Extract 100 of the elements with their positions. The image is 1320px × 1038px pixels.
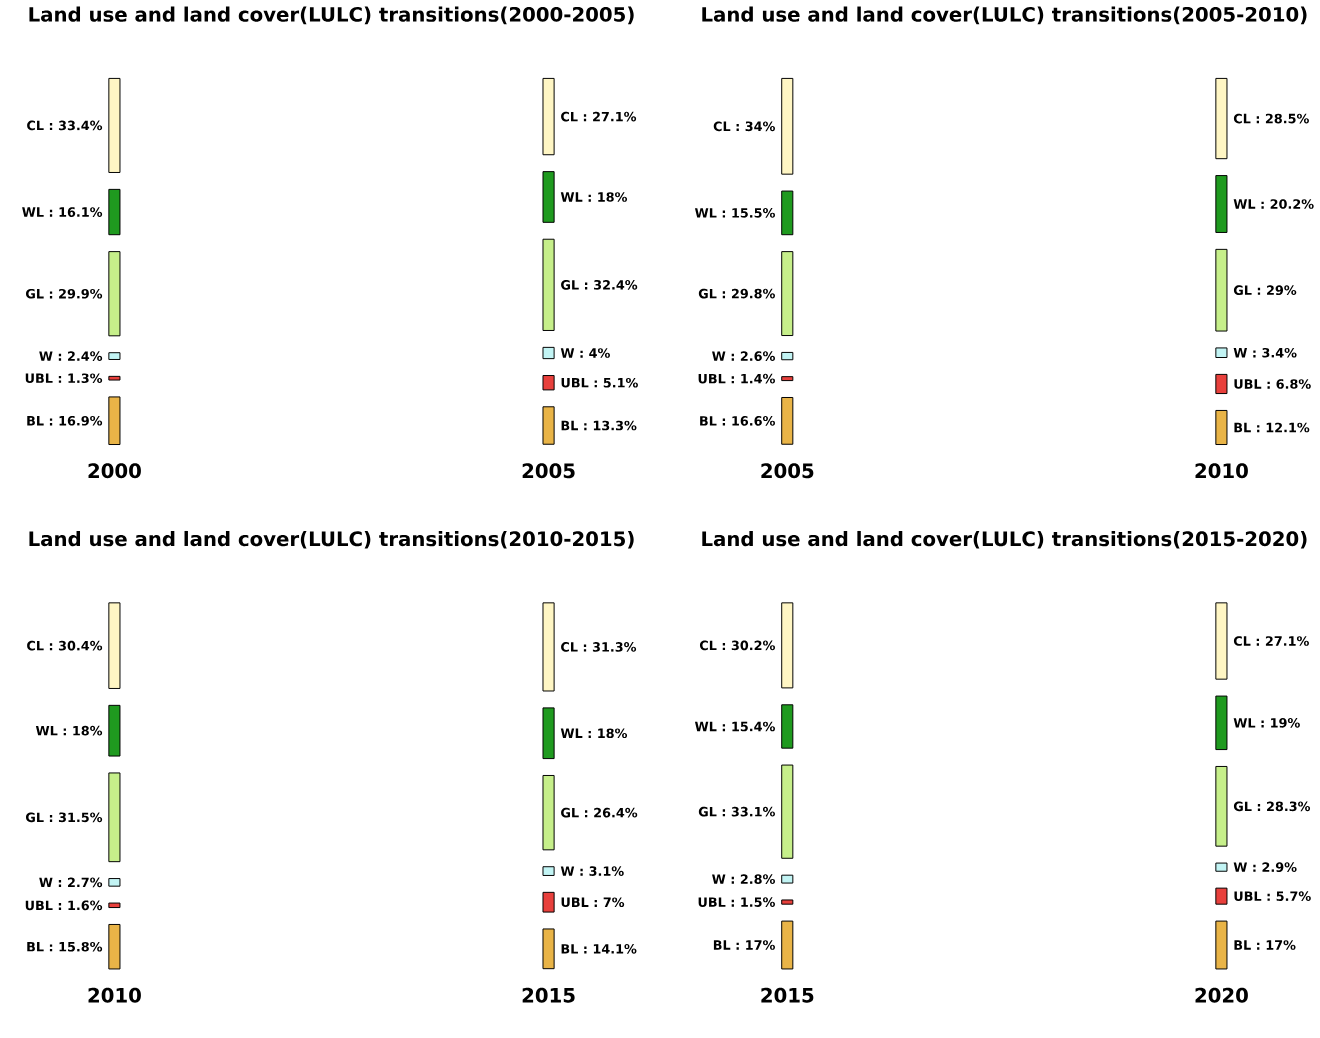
category-label: CL	[561, 111, 578, 122]
data-label: : 3.4%	[1253, 347, 1297, 358]
legend-label: 2010	[1195, 463, 1248, 479]
category-label: WL	[1233, 199, 1256, 209]
category-label: CL	[561, 641, 578, 652]
legend-label: 2005	[761, 463, 814, 479]
text: Land use and land cover(LULC) transitions(2005-2010)	[702, 6, 1307, 25]
data-label: : 28.5%	[1256, 113, 1309, 124]
data-label: : 26.4%	[585, 807, 638, 818]
category-label: GL	[698, 806, 717, 817]
text: Land use and land cover(LULC) transitions(2010-2015)	[29, 530, 634, 549]
data-label: : 30.2%	[722, 640, 775, 651]
category-label: BL	[700, 416, 717, 426]
data-label: : 5.7%	[1267, 891, 1311, 901]
category-label: W	[1233, 347, 1248, 358]
category-label: UBL	[561, 377, 589, 388]
category-label: CL	[1233, 113, 1251, 124]
category-label: GL	[698, 288, 717, 299]
data-label: : 32.4%	[585, 279, 638, 290]
text: 2000	[88, 463, 141, 479]
data-label: : 29.9%	[49, 288, 103, 299]
data-label: : 30.4%	[49, 640, 103, 651]
category-label: UBL	[561, 897, 589, 907]
data-label: : 15.5%	[722, 207, 775, 218]
data-label: : 1.6%	[58, 900, 103, 911]
data-label: : 1.3%	[58, 373, 103, 383]
data-label: : 20.2%	[1261, 199, 1314, 209]
category-label: CL	[699, 640, 717, 651]
legend-label: 2005	[522, 463, 575, 479]
data-label: : 2.6%	[731, 351, 775, 361]
category-label: WL	[694, 208, 717, 218]
category-label: BL	[561, 420, 578, 431]
category-label: WL	[694, 721, 717, 732]
category-label: W	[1233, 862, 1248, 872]
data-label: : 15.8%	[49, 941, 103, 952]
category-label: UBL	[1234, 379, 1262, 389]
data-label: : 19%	[1261, 717, 1300, 728]
category-label: W	[39, 351, 53, 361]
data-label: : 16.1%	[49, 207, 103, 217]
category-label: WL	[35, 725, 58, 736]
data-label: : 27.1%	[583, 111, 637, 122]
data-label: : 29.8%	[722, 288, 775, 299]
category-label: WL	[1233, 718, 1256, 728]
data-label: : 17%	[736, 940, 775, 950]
category-label: W	[712, 874, 726, 884]
category-label: UBL	[1234, 891, 1262, 901]
text: Land use and land cover(LULC) transitions(2000-2005)	[29, 6, 634, 25]
category-label: CL	[27, 640, 44, 651]
category-label: WL	[560, 192, 583, 202]
category-label: GL	[561, 807, 579, 818]
category-label: UBL	[25, 900, 53, 911]
data-label: : 16.6%	[722, 415, 775, 426]
category-label: CL	[27, 120, 44, 131]
category-label: GL	[1233, 285, 1252, 295]
category-label: CL	[1233, 636, 1251, 646]
text: 2020	[1195, 987, 1248, 1003]
data-label: : 1.4%	[731, 373, 775, 384]
data-label: : 29%	[1257, 285, 1297, 295]
category-label: BL	[1234, 422, 1251, 433]
category-label: BL	[27, 941, 44, 952]
data-label: : 2.9%	[1253, 862, 1297, 872]
category-label: GL	[1233, 801, 1252, 812]
data-label: : 17%	[1257, 940, 1296, 950]
data-label: : 33.1%	[722, 806, 775, 817]
category-label: GL	[26, 288, 44, 299]
category-label: BL	[713, 940, 731, 950]
data-label: : 18%	[63, 725, 103, 736]
category-label: BL	[27, 415, 44, 426]
category-label: GL	[561, 279, 579, 290]
data-label: : 13.3%	[584, 420, 637, 431]
data-label: : 28.3%	[1257, 801, 1311, 812]
data-label: : 4%	[580, 348, 610, 358]
text: Land use and land cover(LULC) transitions(2015-2020)	[702, 530, 1307, 549]
data-label: : 31.5%	[49, 812, 103, 823]
data-label: : 16.9%	[49, 415, 103, 426]
data-label: : 34%	[736, 121, 775, 132]
data-label: : 2.7%	[58, 877, 103, 888]
legend-label: 2010	[88, 987, 141, 1003]
category-label: BL	[561, 944, 578, 954]
text: 2015	[761, 987, 814, 1003]
data-label: : 2.4%	[58, 351, 103, 361]
data-label: : 3.1%	[580, 866, 624, 876]
data-label: : 14.1%	[584, 943, 637, 954]
data-label: : 31.3%	[583, 641, 637, 652]
data-label: : 18%	[588, 192, 628, 202]
category-label: UBL	[698, 373, 726, 384]
legend-label: 2015	[522, 987, 575, 1003]
category-label: W	[712, 351, 726, 361]
category-label: W	[560, 866, 575, 876]
category-label: UBL	[698, 897, 726, 907]
data-label: : 7%	[594, 897, 625, 907]
category-label: GL	[26, 812, 44, 823]
category-label: BL	[1234, 940, 1251, 950]
category-label: UBL	[25, 373, 53, 383]
data-label: : 12.1%	[1257, 422, 1310, 433]
data-label: : 6.8%	[1267, 379, 1311, 389]
category-label: W	[560, 348, 575, 358]
data-label: : 15.4%	[722, 721, 775, 732]
category-label: W	[39, 877, 53, 887]
category-label: CL	[713, 121, 731, 132]
